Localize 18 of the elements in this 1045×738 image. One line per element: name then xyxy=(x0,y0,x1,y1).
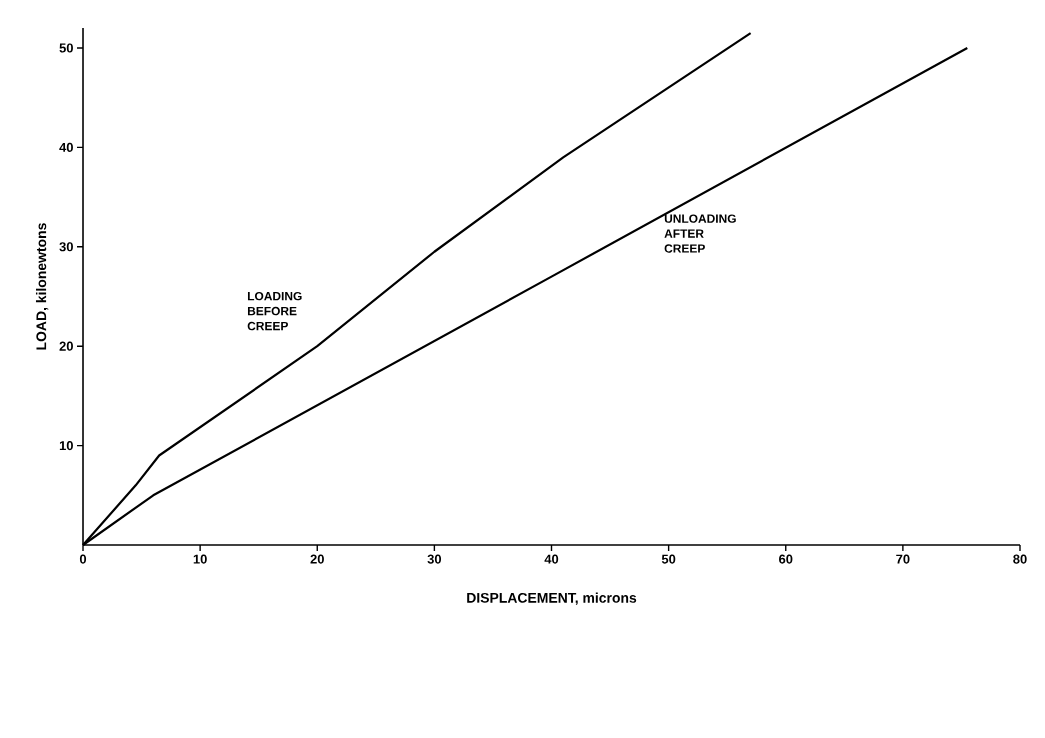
y-tick-label: 10 xyxy=(59,441,73,451)
y-tick-label: 20 xyxy=(59,341,73,351)
x-tick-label: 20 xyxy=(310,554,324,564)
x-tick-label: 80 xyxy=(1013,554,1027,564)
x-tick-label: 70 xyxy=(896,554,910,564)
y-axis-title: LOAD, kilonewtons xyxy=(35,223,49,350)
x-tick-label: 50 xyxy=(661,554,676,564)
annotation: LOADING BEFORE CREEP xyxy=(247,291,302,331)
x-tick-label: 10 xyxy=(193,554,207,564)
y-tick-label: 50 xyxy=(59,43,73,53)
x-tick-label: 40 xyxy=(544,554,559,564)
y-tick-label: 30 xyxy=(59,242,73,252)
annotation: UNLOADING AFTER CREEP xyxy=(664,214,736,253)
x-axis-title: DISPLACEMENT, microns xyxy=(467,592,637,605)
y-tick-label: 40 xyxy=(59,142,73,152)
x-tick-label: 60 xyxy=(779,554,793,564)
x-tick-label: 30 xyxy=(427,554,442,564)
x-tick-label: 0 xyxy=(79,554,87,564)
